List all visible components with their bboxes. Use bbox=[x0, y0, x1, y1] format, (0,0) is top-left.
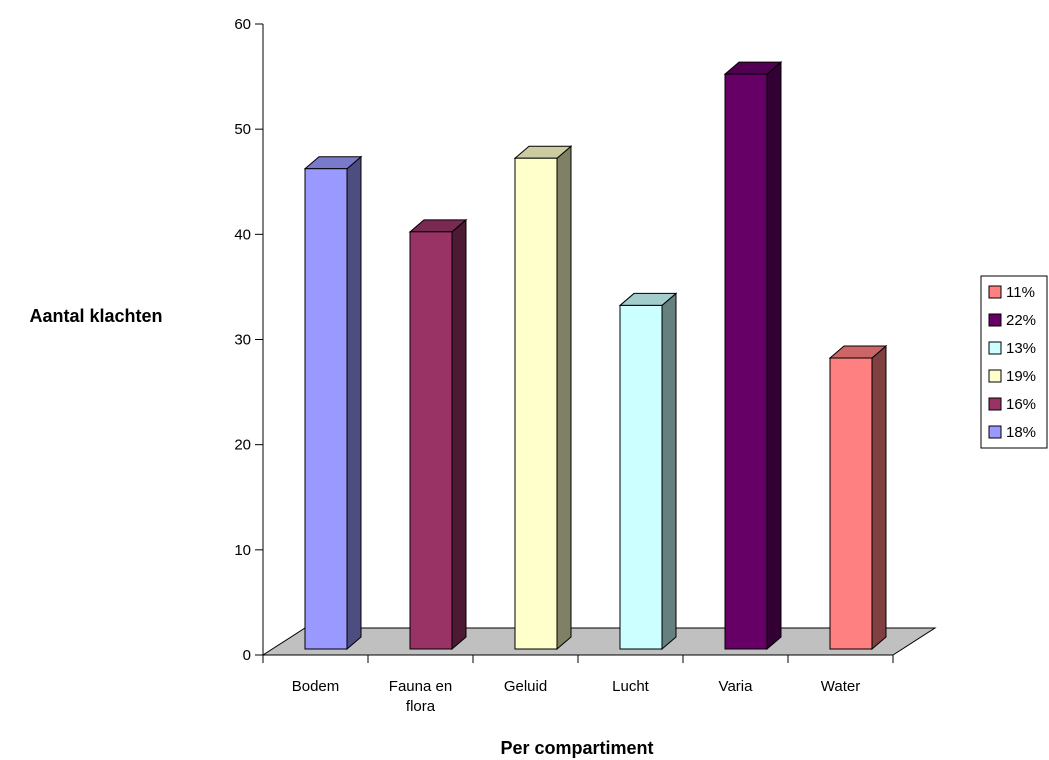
bar-front bbox=[409, 231, 453, 650]
legend-label: 16% bbox=[1006, 396, 1036, 413]
legend-label: 13% bbox=[1006, 340, 1036, 357]
x-tick-label: Bodem bbox=[292, 678, 340, 695]
bar-side bbox=[556, 145, 572, 651]
legend-swatch bbox=[988, 341, 1002, 355]
legend: 11% 22% 13% 19% 16% 18% bbox=[980, 275, 1048, 449]
x-tick-label: Fauna en flora bbox=[389, 678, 452, 715]
y-tick-label: 60 bbox=[234, 16, 251, 33]
bar bbox=[513, 145, 573, 651]
y-tick-label: 30 bbox=[234, 332, 251, 349]
legend-label: 18% bbox=[1006, 424, 1036, 441]
y-tick-label: 50 bbox=[234, 121, 251, 138]
y-axis-title: Aantal klachten bbox=[29, 306, 162, 326]
legend-label: 11% bbox=[1006, 284, 1035, 301]
y-tick-label: 0 bbox=[243, 647, 251, 664]
bar-front bbox=[619, 304, 663, 650]
y-tick-label: 20 bbox=[234, 437, 251, 454]
bar-front bbox=[724, 73, 768, 650]
bar-front bbox=[304, 168, 348, 650]
x-tick-label-line: Varia bbox=[719, 678, 754, 695]
legend-swatch bbox=[988, 313, 1002, 327]
legend-box bbox=[980, 275, 1048, 449]
x-tick-label-line: Bodem bbox=[292, 678, 340, 695]
y-tick-label: 40 bbox=[234, 226, 251, 243]
bar bbox=[618, 292, 678, 651]
chart-axes bbox=[255, 23, 894, 663]
x-tick-label: Water bbox=[821, 678, 860, 695]
y-tick-label: 10 bbox=[234, 542, 251, 559]
x-tick-label-line: Lucht bbox=[612, 678, 650, 695]
legend-swatch bbox=[988, 397, 1002, 411]
x-axis-title: Per compartiment bbox=[500, 738, 653, 758]
x-tick-label-line: flora bbox=[406, 698, 436, 715]
bar-side bbox=[766, 60, 782, 651]
bar bbox=[723, 60, 783, 651]
legend-label: 22% bbox=[1006, 312, 1036, 329]
legend-swatch bbox=[988, 369, 1002, 383]
x-tick-label-line: Water bbox=[821, 678, 860, 695]
x-tick-label-line: Fauna en bbox=[389, 678, 452, 695]
bar-side bbox=[346, 155, 362, 651]
x-tick-label: Varia bbox=[719, 678, 754, 695]
x-tick-label: Geluid bbox=[504, 678, 547, 695]
bar bbox=[828, 344, 888, 651]
legend-swatch bbox=[988, 425, 1002, 439]
bar-front bbox=[829, 357, 873, 650]
legend-label: 19% bbox=[1006, 368, 1036, 385]
bar-side bbox=[871, 344, 887, 651]
x-tick-label-line: Geluid bbox=[504, 678, 547, 695]
bars bbox=[303, 60, 888, 651]
bar-side bbox=[661, 292, 677, 651]
bar bbox=[408, 218, 468, 651]
bar-front bbox=[514, 157, 558, 650]
x-tick-label: Lucht bbox=[612, 678, 650, 695]
bar-side bbox=[451, 218, 467, 651]
bar bbox=[303, 155, 363, 651]
axis-labels: 0 10 20 30 40 50 60 Bodem Fauna en flora Geluid Luc… bbox=[234, 16, 860, 715]
legend-swatch bbox=[988, 285, 1002, 299]
